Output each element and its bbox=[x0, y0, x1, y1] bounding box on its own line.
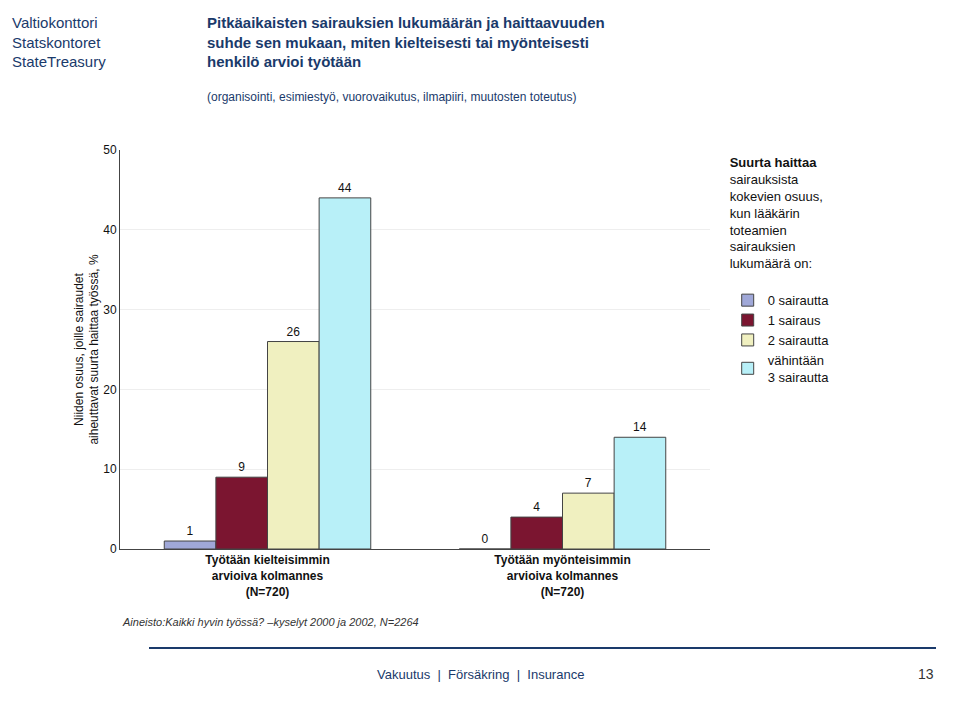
svg-text:20: 20 bbox=[103, 383, 117, 397]
svg-text:Aineisto:Kaikki hyvin työssä?: Aineisto:Kaikki hyvin työssä? –kyselyt 2… bbox=[122, 616, 419, 628]
svg-text:Työtään kielteisimminarvioiva: Työtään kielteisimminarvioiva kolmannes(… bbox=[205, 553, 329, 598]
svg-text:4: 4 bbox=[533, 500, 540, 514]
svg-text:26: 26 bbox=[286, 325, 300, 339]
svg-text:Suurta haittaasairauksistakoke: Suurta haittaasairauksistakokevien osuus… bbox=[730, 155, 823, 288]
svg-text:44: 44 bbox=[338, 181, 352, 195]
svg-text:40: 40 bbox=[103, 223, 117, 237]
svg-text:13: 13 bbox=[918, 666, 934, 682]
svg-text:1 sairaus: 1 sairaus bbox=[768, 313, 821, 328]
svg-text:Vakuutus | Försäkring | In: Vakuutus | Försäkring | Insurance bbox=[377, 667, 584, 682]
svg-text:ValtiokonttoriStatskontoretSta: ValtiokonttoriStatskontoretStateTreasury bbox=[12, 14, 106, 70]
svg-text:1: 1 bbox=[187, 524, 194, 538]
svg-text:(organisointi, esimiestyö, vuo: (organisointi, esimiestyö, vuorovaikutus… bbox=[207, 90, 577, 104]
svg-text:10: 10 bbox=[103, 462, 117, 476]
svg-text:Niiden osuus, joille sairaudet: Niiden osuus, joille sairaudetaiheuttava… bbox=[72, 254, 102, 444]
svg-text:Pitkäaikaisten sairauksien luk: Pitkäaikaisten sairauksien lukumäärän ja… bbox=[207, 14, 605, 70]
svg-text:0 sairautta: 0 sairautta bbox=[768, 293, 829, 308]
svg-text:14: 14 bbox=[633, 420, 647, 434]
svg-text:50: 50 bbox=[103, 143, 117, 157]
svg-text:2 sairautta: 2 sairautta bbox=[768, 333, 829, 348]
svg-text:0: 0 bbox=[110, 542, 117, 556]
svg-text:0: 0 bbox=[482, 532, 489, 546]
svg-text:7: 7 bbox=[585, 476, 592, 490]
svg-text:30: 30 bbox=[103, 303, 117, 317]
svg-text:vähintään3 sairautta: vähintään3 sairautta bbox=[768, 353, 829, 385]
svg-text:9: 9 bbox=[238, 460, 245, 474]
svg-text:Työtään myönteisimminarvioiva: Työtään myönteisimminarvioiva kolmannes(… bbox=[494, 553, 630, 598]
